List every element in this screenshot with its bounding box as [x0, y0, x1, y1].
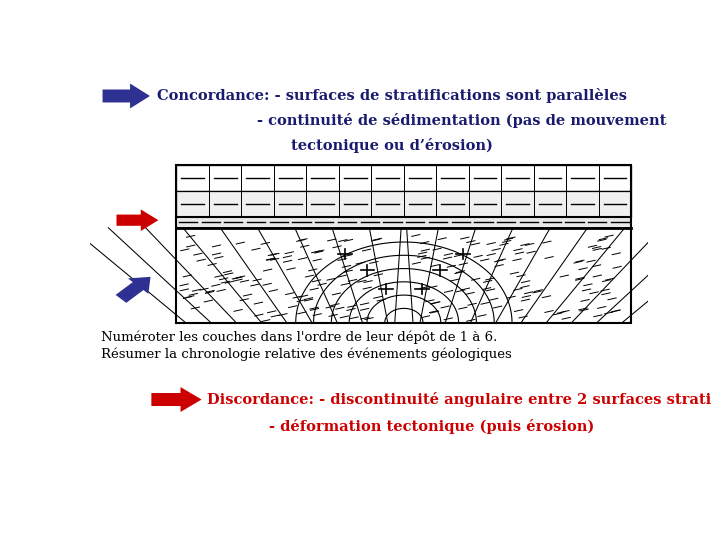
Polygon shape [117, 210, 158, 231]
Bar [176, 165, 631, 322]
Bar [176, 191, 631, 217]
Text: Résumer la chronologie relative des événements géologiques: Résumer la chronologie relative des évén… [101, 347, 512, 361]
Polygon shape [116, 277, 150, 303]
Bar [176, 228, 631, 322]
Text: Concordance: - surfaces de stratifications sont parallèles: Concordance: - surfaces de stratificatio… [157, 89, 627, 104]
Polygon shape [151, 387, 202, 412]
Text: - continuité de sédimentation (pas de mouvement: - continuité de sédimentation (pas de mo… [258, 113, 667, 129]
Text: Discordance: - discontinuité angulaire entre 2 surfaces strati: Discordance: - discontinuité angulaire e… [207, 392, 711, 407]
Bar [176, 165, 631, 322]
Text: tectonique ou d’érosion): tectonique ou d’érosion) [291, 138, 492, 153]
Bar [176, 165, 631, 191]
Polygon shape [102, 84, 150, 109]
Text: Numéroter les couches dans l'ordre de leur dépôt de 1 à 6.: Numéroter les couches dans l'ordre de le… [101, 330, 498, 344]
Bar [176, 217, 631, 228]
Text: - déformation tectonique (puis érosion): - déformation tectonique (puis érosion) [269, 419, 594, 434]
